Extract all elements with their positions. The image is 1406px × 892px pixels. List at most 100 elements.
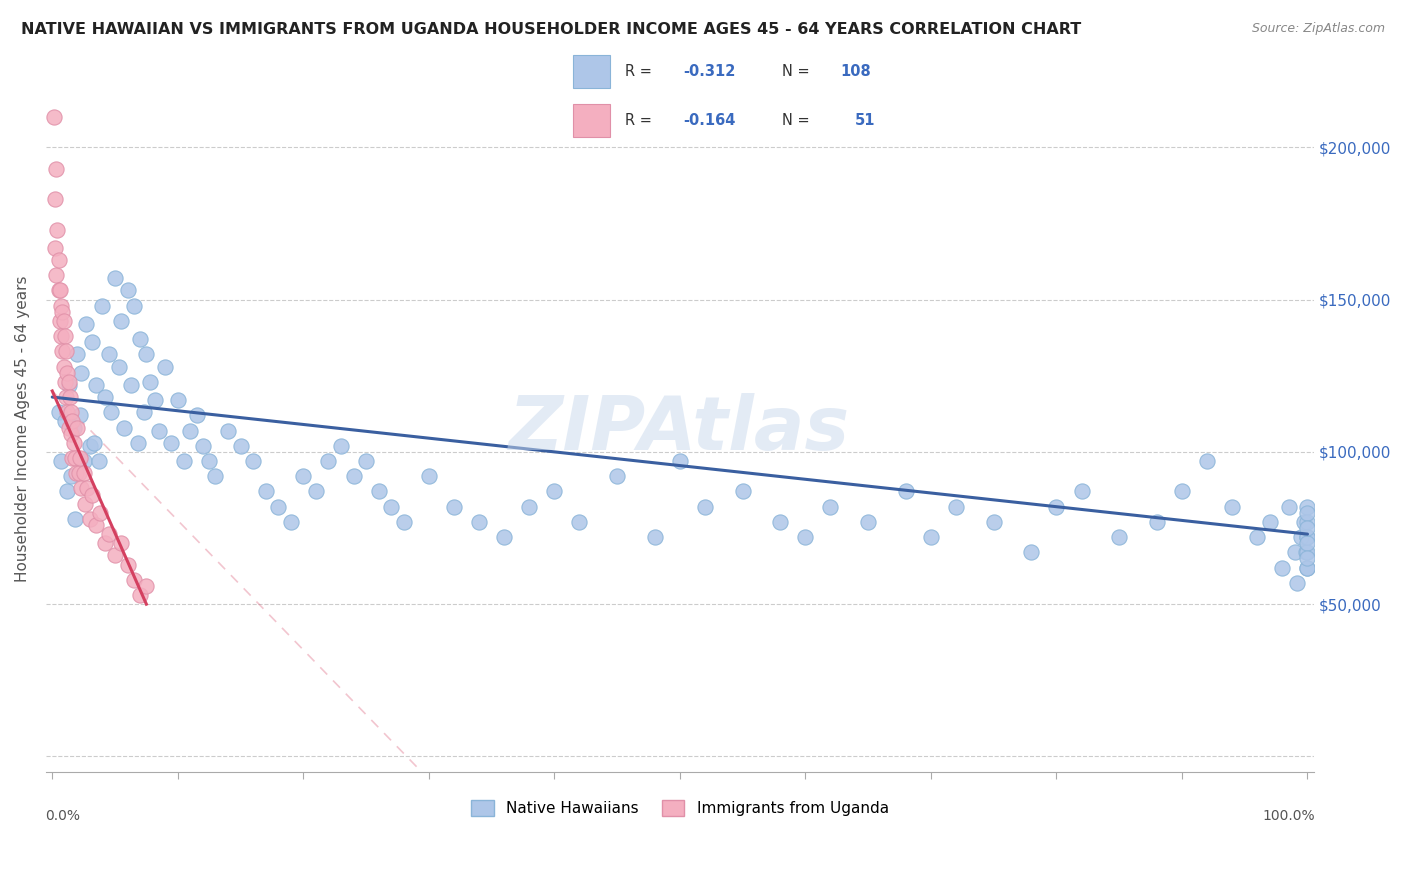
Point — [63, 450, 86, 465]
Point — [1296, 515, 1319, 529]
Bar — [574, 55, 610, 87]
Point — [69, 409, 91, 423]
Point — [48, 252, 70, 267]
Point — [107, 359, 129, 374]
Point — [60, 450, 83, 465]
Point — [65, 466, 87, 480]
Point — [51, 305, 73, 319]
Point — [543, 484, 565, 499]
Point — [56, 366, 79, 380]
Point — [1296, 536, 1319, 550]
Point — [443, 500, 465, 514]
Point — [267, 500, 290, 514]
Point — [62, 435, 84, 450]
Point — [155, 359, 177, 374]
Text: NATIVE HAWAIIAN VS IMMIGRANTS FROM UGANDA HOUSEHOLDER INCOME AGES 45 - 64 YEARS : NATIVE HAWAIIAN VS IMMIGRANTS FROM UGAND… — [21, 22, 1081, 37]
Point — [920, 530, 942, 544]
Point — [83, 435, 105, 450]
Point — [342, 469, 364, 483]
Point — [46, 222, 69, 236]
Point — [79, 439, 101, 453]
Point — [517, 500, 540, 514]
Point — [139, 375, 162, 389]
Point — [1296, 530, 1319, 544]
Point — [418, 469, 440, 483]
Point — [1296, 545, 1319, 559]
Point — [94, 536, 117, 550]
Point — [1258, 515, 1281, 529]
Point — [49, 314, 72, 328]
Text: -0.164: -0.164 — [683, 113, 735, 128]
Point — [104, 549, 127, 563]
Point — [73, 497, 96, 511]
Point — [820, 500, 842, 514]
Point — [62, 420, 84, 434]
Point — [56, 484, 79, 499]
Text: 0.0%: 0.0% — [45, 809, 80, 823]
Point — [104, 271, 127, 285]
Point — [305, 484, 328, 499]
Point — [84, 518, 107, 533]
Point — [49, 284, 72, 298]
Point — [856, 515, 879, 529]
Point — [1021, 545, 1043, 559]
Point — [179, 424, 201, 438]
Point — [1296, 551, 1319, 566]
Point — [945, 500, 967, 514]
Point — [82, 487, 104, 501]
Point — [329, 439, 352, 453]
Point — [191, 439, 214, 453]
Point — [1296, 560, 1319, 574]
Point — [367, 484, 389, 499]
Point — [135, 347, 157, 361]
Point — [97, 527, 120, 541]
Point — [1296, 506, 1319, 520]
Point — [1246, 530, 1268, 544]
Point — [132, 405, 155, 419]
Point — [49, 299, 72, 313]
Point — [166, 393, 188, 408]
Point — [45, 161, 67, 176]
Point — [229, 439, 252, 453]
Point — [1146, 515, 1168, 529]
Point — [1278, 500, 1301, 514]
Point — [1108, 530, 1130, 544]
Point — [97, 347, 120, 361]
Point — [129, 588, 152, 602]
Point — [143, 393, 166, 408]
Point — [60, 469, 83, 483]
Point — [769, 515, 792, 529]
Point — [318, 454, 340, 468]
Point — [52, 359, 75, 374]
Point — [52, 314, 75, 328]
Text: R =: R = — [624, 63, 657, 78]
Point — [494, 530, 516, 544]
Point — [204, 469, 226, 483]
Point — [110, 536, 132, 550]
Point — [693, 500, 716, 514]
Text: ZIPAtlas: ZIPAtlas — [509, 392, 851, 466]
Point — [894, 484, 917, 499]
Point — [58, 377, 80, 392]
Point — [60, 414, 83, 428]
Point — [122, 299, 145, 313]
Point — [79, 512, 101, 526]
Point — [49, 454, 72, 468]
Point — [254, 484, 277, 499]
Point — [1296, 521, 1319, 535]
Point — [53, 329, 76, 343]
Point — [186, 409, 208, 423]
Point — [49, 329, 72, 343]
Text: -0.312: -0.312 — [683, 63, 735, 78]
Point — [70, 366, 93, 380]
Point — [160, 435, 183, 450]
Point — [606, 469, 628, 483]
Point — [69, 450, 91, 465]
Text: N =: N = — [782, 113, 814, 128]
Point — [55, 390, 77, 404]
Text: 51: 51 — [855, 113, 876, 128]
Point — [1045, 500, 1067, 514]
Point — [75, 317, 97, 331]
Legend: Native Hawaiians, Immigrants from Uganda: Native Hawaiians, Immigrants from Uganda — [465, 794, 896, 822]
Point — [1220, 500, 1243, 514]
